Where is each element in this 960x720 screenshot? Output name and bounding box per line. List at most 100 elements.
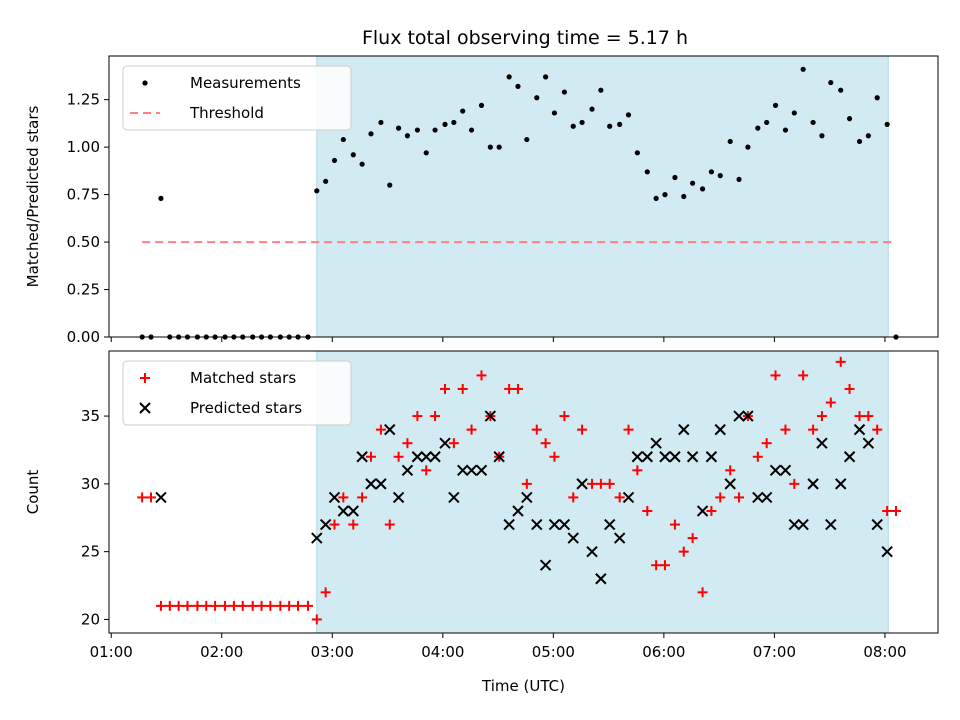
- legend: Measurements Threshold: [122, 65, 352, 131]
- x-mark-b: [375, 478, 387, 490]
- predicted-stars-point: [641, 451, 654, 463]
- x-mark-b: [319, 518, 332, 531]
- predicted-stars-point: [475, 464, 488, 477]
- matched-stars-point: [549, 451, 560, 462]
- measurement-point: [727, 138, 733, 145]
- measurement-point: [625, 112, 632, 118]
- predicted-stars-point: [705, 451, 718, 463]
- x-mark-b: [853, 423, 866, 436]
- x-mark-b: [641, 451, 654, 463]
- legend: Matched stars Predicted stars: [122, 360, 352, 426]
- predicted-stars-point: [586, 545, 598, 558]
- measurement-point: [874, 95, 880, 101]
- measurement-point: [745, 144, 751, 150]
- legend-label: Measurements: [190, 74, 301, 92]
- x-mark-b: [669, 451, 681, 463]
- x-mark-b: [503, 518, 515, 531]
- matched-stars-point: [752, 451, 763, 462]
- matched-stars-point: [338, 492, 349, 503]
- predicted-stars-point: [401, 464, 414, 477]
- matched-stars-point: [275, 600, 286, 611]
- matched-stars-point: [715, 492, 726, 503]
- matched-stars-point: [320, 587, 331, 598]
- measurement-point: [487, 144, 493, 150]
- x-mark-b: [311, 532, 323, 544]
- matched-stars-point: [357, 492, 368, 503]
- matched-stars-point: [220, 600, 231, 611]
- measurement-point: [856, 138, 863, 145]
- measurement-point: [791, 110, 797, 116]
- x-mark-b: [705, 451, 718, 463]
- matched-stars-point: [421, 465, 432, 476]
- matched-stars-point: [384, 519, 395, 530]
- matched-stars-point: [265, 600, 276, 611]
- matched-stars-point: [284, 600, 295, 611]
- x-mark-b: [595, 573, 607, 585]
- predicted-stars-point: [567, 532, 579, 544]
- matched-stars-point: [237, 600, 248, 611]
- measurement-point: [846, 116, 853, 122]
- measurement-point: [423, 150, 429, 156]
- predicted-stars-point: [659, 451, 671, 463]
- matched-stars-point: [725, 465, 736, 476]
- matched-stars-point: [669, 519, 680, 530]
- predicted-stars-point: [862, 437, 875, 449]
- predicted-stars-point: [742, 410, 754, 422]
- measurement-point: [515, 83, 521, 89]
- matched-stars-point: [521, 478, 532, 489]
- matched-stars-point: [402, 438, 413, 449]
- measurement-point: [579, 119, 585, 126]
- matched-stars-point: [770, 370, 781, 381]
- matched-stars-point: [825, 397, 836, 408]
- predicted-stars-point: [328, 491, 341, 504]
- top-panel: 0.00 0.25 0.50 0.75 1.00 1.25 Matched/Predicte…: [24, 55, 939, 346]
- predicted-stars-point: [843, 451, 856, 463]
- matched-stars-point: [173, 600, 184, 611]
- measurement-point: [717, 173, 723, 179]
- x-mark-b: [567, 532, 579, 544]
- x-mark-b: [521, 491, 533, 504]
- legend-plus-icon: [140, 373, 150, 383]
- matched-stars-point: [890, 505, 901, 516]
- measurement-point: [451, 119, 457, 126]
- matched-stars-point: [734, 492, 745, 503]
- x-mark-b: [139, 402, 151, 414]
- measurement-point: [644, 169, 650, 175]
- matched-stars-point: [256, 600, 267, 611]
- y-tick-label: 0.25: [67, 281, 100, 299]
- x-mark-b: [622, 491, 635, 504]
- predicted-stars-point: [752, 491, 764, 504]
- matched-stars-point: [201, 600, 212, 611]
- measurement-point: [340, 136, 346, 143]
- x-mark-b: [797, 518, 809, 531]
- x-mark-b: [678, 423, 690, 436]
- x-mark-b: [779, 464, 792, 477]
- matched-stars-point: [137, 492, 148, 503]
- predicted-stars-point: [558, 518, 571, 531]
- matched-stars-point: [587, 478, 598, 489]
- matched-stars-point: [476, 370, 487, 381]
- matched-stars-point: [293, 600, 304, 611]
- predicted-stars-point: [686, 451, 699, 463]
- predicted-stars-point: [871, 518, 883, 531]
- matched-stars-point: [504, 383, 515, 394]
- matched-stars-point: [835, 356, 846, 367]
- matched-stars-point: [789, 478, 800, 489]
- x-mark-b: [714, 423, 726, 436]
- x-mark-b: [659, 451, 671, 463]
- x-tick-label: 01:00: [90, 643, 133, 661]
- x-mark-b: [484, 410, 497, 422]
- x-mark-b: [788, 518, 801, 531]
- x-mark-b: [733, 410, 745, 422]
- y-tick-label: 35: [81, 407, 100, 425]
- measurement-point: [838, 87, 844, 93]
- predicted-stars-point: [484, 410, 497, 422]
- matched-stars-point: [798, 370, 809, 381]
- predicted-stars-point: [779, 464, 792, 477]
- predicted-stars-point: [375, 478, 387, 490]
- matched-stars-point: [577, 424, 588, 435]
- predicted-stars-point: [835, 478, 847, 490]
- measurement-point: [634, 150, 640, 156]
- measurement-point: [359, 161, 365, 167]
- matched-stars-point: [882, 505, 893, 516]
